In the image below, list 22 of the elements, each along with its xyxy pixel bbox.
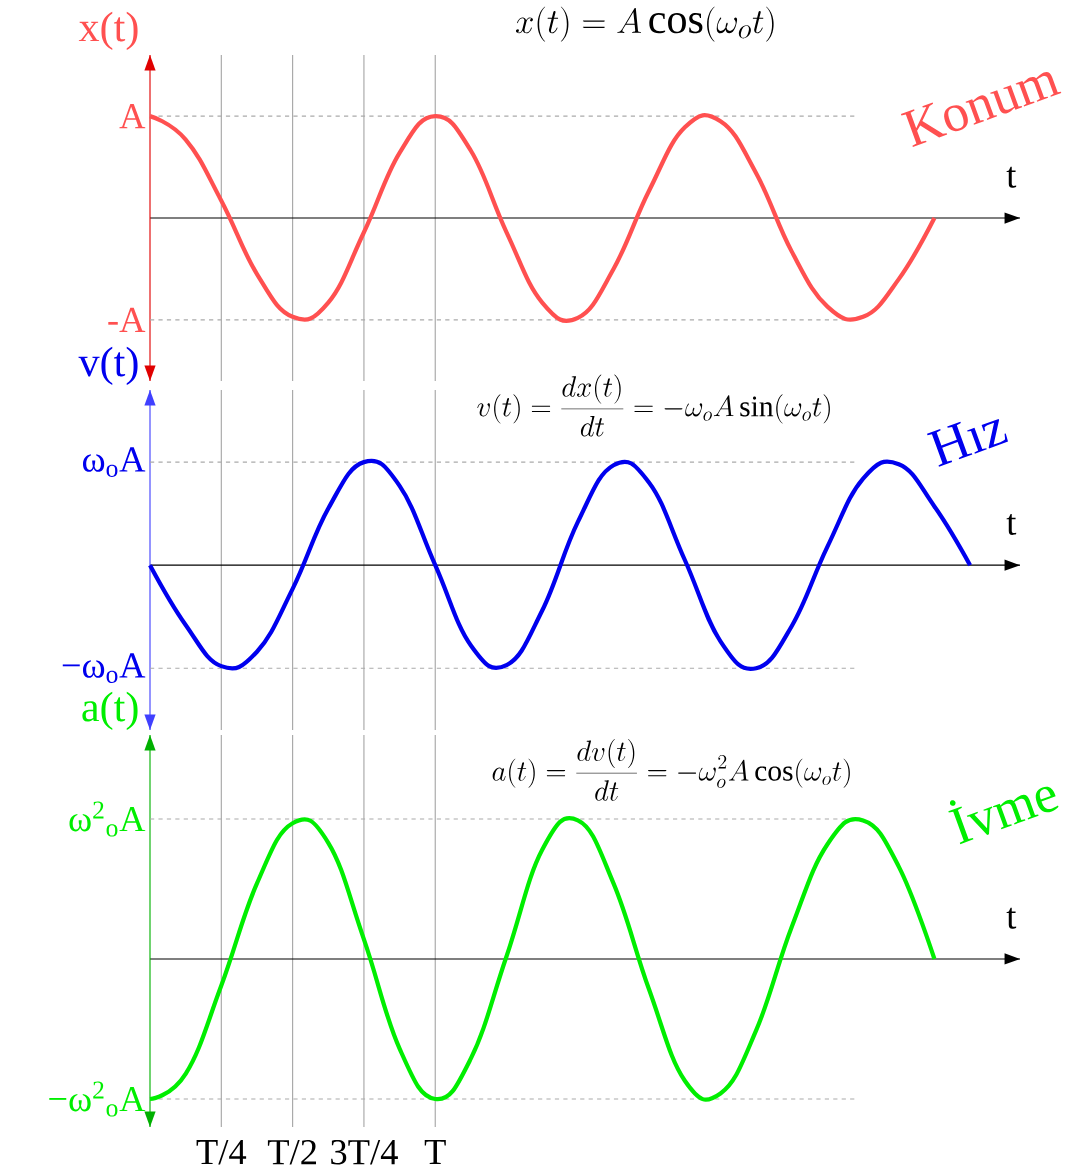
annotation: Konum	[900, 72, 1062, 147]
ref-line-label: ω$^{2}$$_{o}$A	[69, 801, 146, 837]
x-tick-label: T	[424, 1139, 446, 1164]
ref-line-label: −ω$_{o}$A	[62, 653, 146, 683]
chart-title: $v(t) = \frac{dx(t)}{dt} = -\omega_o A\sin(\omega_o t)$	[477, 374, 830, 437]
ref-line-label: ω$_{o}$A	[82, 447, 146, 477]
x-axis-title: t	[1006, 907, 1017, 929]
annotation: İvme	[948, 786, 1059, 845]
ref-line-label: -A	[108, 307, 146, 332]
chart-title: $a(t) = \frac{dv(t)}{dt} = -\omega_o^2 A\cos(\omega_o t)$	[492, 738, 850, 801]
chart-title: $x(t) = A\cos(\omega_o t)$	[515, 6, 774, 42]
x-axis-title: t	[1006, 513, 1017, 535]
ref-line-label: −ω$^{2}$$_{o}$A	[49, 1081, 146, 1117]
y-axis-title: a(t)	[82, 691, 138, 731]
x-axis-title: t	[1006, 166, 1017, 188]
x-tick-label: 3T/4	[331, 1139, 398, 1165]
ref-line-label: A	[119, 104, 146, 129]
annotation: Hız	[927, 418, 1008, 467]
y-axis-title: v(t)	[78, 346, 138, 386]
x-tick-label: T/2	[267, 1139, 317, 1165]
y-axis-title: x(t)	[78, 11, 138, 51]
x-tick-label: T/4	[196, 1139, 247, 1165]
